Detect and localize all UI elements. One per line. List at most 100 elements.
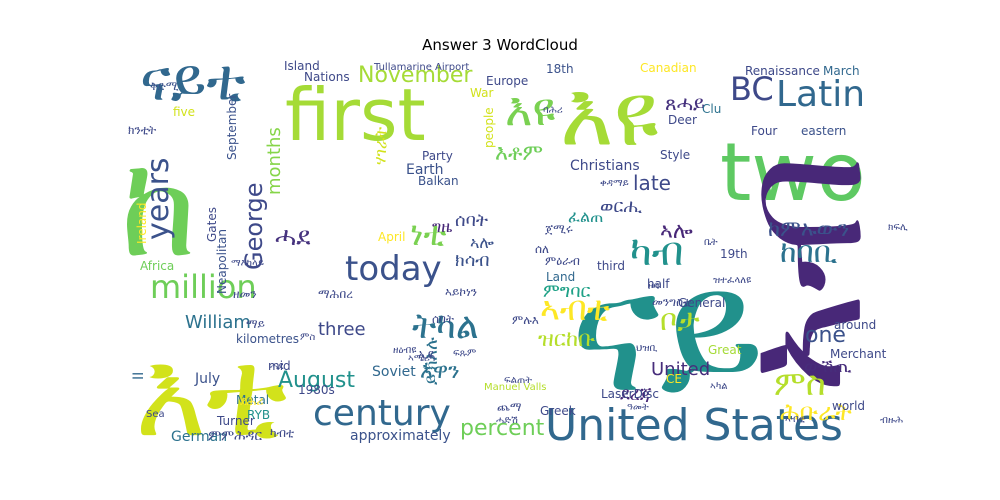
word-50: ፈልጠ <box>568 207 603 226</box>
word-6: እቲ <box>135 325 287 464</box>
word-82: eastern <box>801 124 846 138</box>
word-31: percent <box>460 416 545 441</box>
word-49: ጸሓይ <box>665 91 705 115</box>
word-94: world <box>832 399 865 413</box>
word-95: LaserDisc <box>601 387 659 401</box>
word-14: Latin <box>776 74 865 115</box>
word-63: July <box>194 371 220 387</box>
word-86: 19th <box>720 247 748 261</box>
word-109: ማእከላይ <box>231 258 264 269</box>
word-45: ሃገራት <box>371 127 390 165</box>
word-58: September <box>225 94 239 160</box>
word-99: mid <box>268 359 291 373</box>
word-123: ምሉእ <box>512 313 539 327</box>
word-62: kilometres <box>236 332 299 346</box>
word-13: ትካል <box>412 306 479 347</box>
word-84: March <box>823 64 860 78</box>
word-101: people <box>482 107 496 148</box>
word-17: George <box>240 183 268 271</box>
word-129: ጀሚሩ <box>545 222 573 236</box>
word-132: መንግስቲ <box>652 295 691 309</box>
word-124: ሓድሽ <box>496 415 518 426</box>
word-7: ናይቲ <box>140 46 246 114</box>
word-85: Merchant <box>830 347 887 361</box>
word-89: Land <box>546 270 575 284</box>
word-88: half <box>647 277 670 291</box>
word-71: Party <box>422 149 453 163</box>
word-87: third <box>597 259 625 273</box>
word-91: General <box>678 296 725 310</box>
word-105: ማሕበረ <box>318 287 353 301</box>
word-76: Canadian <box>640 61 697 75</box>
word-40: እዋን <box>420 359 460 384</box>
word-28: ከባቢ <box>780 235 838 270</box>
word-108: ዘመን <box>233 287 257 301</box>
word-92: around <box>834 318 876 332</box>
word-80: Style <box>660 148 690 162</box>
word-29: ከምኡውን <box>768 217 849 242</box>
word-35: ወርሒ <box>600 196 642 217</box>
chart-title: Answer 3 WordCloud <box>422 36 578 54</box>
word-128: ምዕራብ <box>545 254 580 268</box>
word-4: two <box>720 126 866 219</box>
word-33: William <box>185 312 251 333</box>
word-36: ሰባት <box>455 210 488 231</box>
word-104: ክንቲት <box>128 123 156 137</box>
word-70: Balkan <box>418 174 459 188</box>
word-57: Gates <box>205 207 219 242</box>
word-41: ይኽእሉ <box>421 337 442 385</box>
word-47: ኣሎ <box>470 233 494 252</box>
word-79: Clu <box>702 102 721 116</box>
word-120: ሰለ <box>535 242 549 256</box>
word-20: August <box>278 368 355 393</box>
word-68: II <box>131 372 147 380</box>
word-114: ጨማ <box>497 400 521 414</box>
word-0: ናይ <box>570 233 765 431</box>
word-8: United States <box>545 400 843 451</box>
word-135: ዞባ <box>648 281 659 292</box>
word-96: CE <box>666 372 682 386</box>
word-77: 18th <box>546 62 574 76</box>
word-26: late <box>633 171 671 195</box>
word-75: Island <box>284 59 320 73</box>
word-78: Deer <box>668 113 697 127</box>
word-16: years <box>141 157 176 240</box>
word-44: ውሽጢ <box>804 356 852 377</box>
word-11: million <box>150 268 257 306</box>
word-118: ባሕሪ <box>543 105 563 116</box>
word-113: ደሕሪ <box>240 394 263 408</box>
word-125: ዓመት <box>627 402 649 413</box>
word-54: Soviet <box>372 364 416 380</box>
word-23: ኣብቲ <box>540 289 610 329</box>
word-51: Christians <box>570 158 640 174</box>
word-106: ምስ <box>300 332 315 343</box>
word-100: Sea <box>146 409 165 420</box>
word-38: ምግባር <box>543 281 591 302</box>
word-69: Greek <box>540 404 576 418</box>
word-59: Neapolitan <box>215 229 229 294</box>
word-66: 1980s <box>298 383 335 397</box>
word-117: ፍልጠት <box>504 375 532 386</box>
word-74: Nations <box>304 70 350 84</box>
word-138: ክፍሊ <box>888 222 908 233</box>
word-10: today <box>345 249 442 289</box>
word-22: ቦታ <box>660 303 700 338</box>
word-73: War <box>470 86 493 100</box>
word-5: ኣብ <box>699 154 902 396</box>
word-98: Tullamarine Airport <box>373 62 469 73</box>
word-121: ሰባት <box>432 312 454 326</box>
word-24: ኣሎ <box>660 219 693 244</box>
word-111: ካብቲ <box>270 426 294 440</box>
word-110: ማይ <box>246 317 265 331</box>
word-133: ዝተፈላለዩ <box>713 275 751 286</box>
word-102: five <box>173 105 195 119</box>
word-56: German <box>171 429 227 445</box>
word-81: Four <box>751 124 777 138</box>
word-15: BC <box>730 70 774 108</box>
word-2: first <box>285 73 426 157</box>
word-61: Ireland <box>135 202 149 244</box>
word-103: ቅድሚ <box>150 79 179 93</box>
word-119: ኢዩ <box>418 347 434 361</box>
